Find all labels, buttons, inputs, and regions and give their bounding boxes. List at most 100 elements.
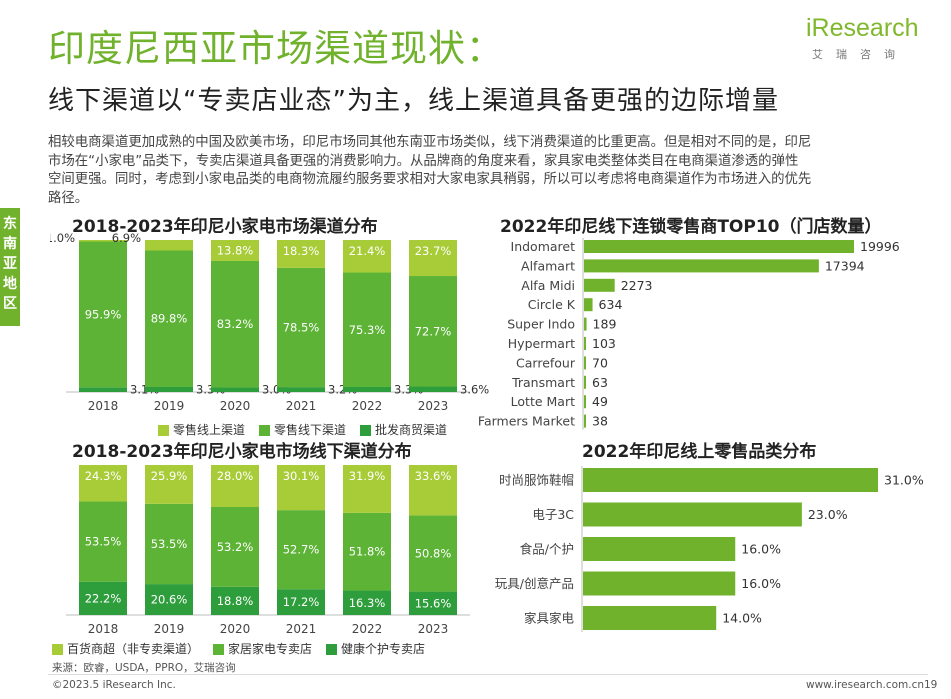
chart2-bar-segment (79, 501, 127, 582)
chart3-data-label: 17394 (825, 258, 865, 273)
chart2-bar-segment (145, 584, 193, 615)
chart2-bar-segment (409, 465, 457, 516)
chart3-bar (584, 240, 854, 253)
chart3-category-label: Lotte Mart (511, 394, 575, 409)
chart3-category-label: Circle K (528, 297, 576, 312)
chart1-bar-segment (211, 240, 259, 261)
chart1-legend-label: 零售线下渠道 (274, 422, 346, 437)
chart1-bar-segment (409, 240, 457, 277)
chart2-data-label: 24.3% (85, 469, 122, 483)
chart2-bar-segment (79, 465, 127, 502)
iresearch-logo: iResearch 艾瑞咨询 (806, 14, 936, 62)
chart2-data-label: 15.6% (415, 596, 452, 610)
chart2-legend-swatch (213, 644, 224, 655)
chart1-data-label: 6.9% (112, 232, 141, 245)
logo-sub-text: 艾瑞咨询 (812, 48, 908, 61)
chart2-data-label: 50.8% (415, 547, 452, 561)
chart2-bar-segment (409, 591, 457, 615)
chart2-bar-segment (145, 465, 193, 504)
chart4-title: 2022年印尼线上零售品类分布 (582, 442, 817, 462)
chart3-bar (584, 317, 587, 331)
chart2-data-label: 53.2% (217, 540, 254, 554)
chart2-bar-segment (277, 589, 325, 615)
intro-line: 市场在“小家电”品类下，专卖店渠道具备更强的消费影响力。从品牌商的角度来看，家具… (48, 153, 799, 169)
chart3-data-label: 634 (599, 297, 623, 312)
chart4-category-label: 玩具/创意产品 (495, 576, 574, 591)
chart1-data-label: 95.9% (85, 307, 122, 321)
chart1-data-label: 21.4% (349, 244, 386, 258)
chart2-bar-segment (277, 465, 325, 511)
chart1-data-label: 1.0% (50, 232, 75, 245)
chart1-data-label: 23.7% (415, 244, 452, 258)
chart2-data-label: 25.9% (151, 469, 188, 483)
chart3-bar (584, 298, 593, 312)
chart1-bar-segment (145, 240, 193, 251)
chart4-horizontal-bar: 时尚服饰鞋帽 31.0% 电子3C 23.0% 食品/个护 16.0% 玩具/创意产品 16.… (495, 466, 924, 632)
chart2-bar-segment (211, 507, 259, 587)
chart1-tick-label: 2020 (220, 399, 251, 413)
chart2-tick-label: 2022 (352, 622, 383, 636)
chart1-tick-label: 2018 (88, 399, 119, 413)
chart1-bar-segment (277, 267, 325, 388)
chart2-tick-label: 2021 (286, 622, 317, 636)
chart1-legend-swatch (360, 425, 371, 436)
chart3-data-label: 103 (592, 336, 616, 351)
chart1-bar-segment (211, 260, 259, 388)
chart1-legend-label: 批发商贸渠道 (375, 422, 447, 437)
intro-line: 相较电商渠道更加成熟的中国及欧美市场，印尼市场同其他东南亚市场类似，线下消费渠道… (48, 135, 812, 150)
chart3-data-label: 2273 (621, 278, 653, 293)
chart2-data-label: 51.8% (349, 545, 386, 559)
chart1-bar-segment (277, 240, 325, 268)
chart3-category-label: Indomaret (511, 239, 576, 254)
page-title: 印度尼西亚市场渠道现状： (48, 27, 504, 70)
chart3-bar (584, 278, 615, 292)
chart2-data-label: 18.8% (217, 594, 254, 608)
intro-line: 空间更强。同时，考虑到小家电品类的电商物流履约服务要求相对大家电家具稍弱，所以可… (48, 172, 812, 187)
chart4-data-label: 16.0% (741, 576, 781, 591)
chart2-data-label: 30.1% (283, 469, 320, 483)
chart2-data-label: 28.0% (217, 469, 254, 483)
chart2-bar-segment (343, 465, 391, 513)
page-subtitle: 线下渠道以“专卖店业态”为主，线上渠道具备更强的边际增量 (48, 86, 779, 116)
chart2-stacked-bar: 22.2% 53.5% 24.3% 2018 20.6% 53.5% 25.9% 2019 18… (52, 465, 470, 656)
chart2-legend-label: 健康个护专卖店 (341, 641, 425, 656)
chart1-data-label: 89.8% (151, 312, 188, 326)
chart3-bar (584, 375, 586, 389)
chart2-data-label: 17.2% (283, 595, 320, 609)
chart3-data-label: 189 (593, 317, 617, 332)
chart2-tick-label: 2020 (220, 622, 251, 636)
chart1-bar-segment (211, 387, 259, 392)
region-tab: 东 南 亚 地 区 (0, 208, 20, 326)
chart4-data-label: 31.0% (884, 473, 924, 488)
chart1-tick-label: 2022 (352, 399, 383, 413)
chart3-data-label: 63 (592, 375, 608, 390)
chart2-bar-segment (145, 503, 193, 585)
chart3-data-label: 38 (592, 414, 608, 429)
chart3-bar (584, 356, 586, 370)
chart4-bar (583, 468, 878, 492)
chart3-bar (584, 395, 586, 409)
chart3-data-label: 49 (592, 394, 608, 409)
chart1-data-label: 18.3% (283, 244, 320, 258)
chart1-legend-swatch (158, 425, 169, 436)
chart2-bar-segment (409, 515, 457, 592)
chart3-category-label: Transmart (511, 375, 575, 390)
chart3-bar (584, 259, 819, 273)
chart4-data-label: 23.0% (808, 507, 848, 522)
source-note: 来源：欧睿，USDA，PPRO，艾瑞咨询 (52, 662, 236, 674)
chart3-category-label: Farmers Market (478, 414, 575, 429)
chart1-data-label: 83.2% (217, 317, 254, 331)
chart2-tick-label: 2019 (154, 622, 185, 636)
chart2-data-label: 52.7% (283, 543, 320, 557)
chart2-data-label: 53.5% (151, 537, 188, 551)
region-tab-char: 东 (3, 216, 17, 232)
chart1-data-label: 75.3% (349, 323, 386, 337)
chart2-bar-segment (211, 586, 259, 615)
chart1-bar-segment (343, 386, 391, 392)
chart3-horizontal-bar: Indomaret 19996 Alfamart 17394 Alfa Midi 2273… (478, 238, 900, 430)
chart4-data-label: 16.0% (741, 542, 781, 557)
chart1-legend-swatch (259, 425, 270, 436)
chart1-bar-segment (79, 387, 127, 392)
chart1-bar-segment (409, 276, 457, 387)
chart2-data-label: 33.6% (415, 469, 452, 483)
